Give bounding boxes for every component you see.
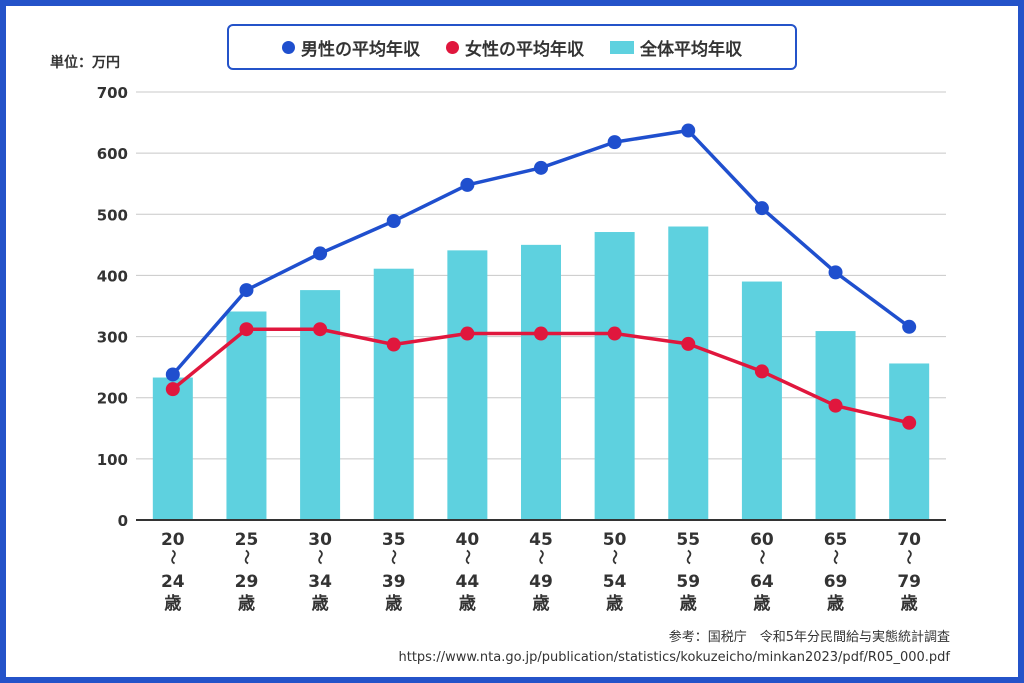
x-tick-suffix: 歳	[238, 593, 255, 614]
male-data-point	[165, 367, 180, 382]
y-tick-label: 0	[118, 512, 128, 530]
x-tick-label: 69	[824, 572, 848, 592]
x-tick-range-mark: 〜	[753, 549, 771, 564]
x-tick-range-mark: 〜	[237, 549, 255, 564]
unit-label: 単位：万円	[50, 55, 120, 71]
female-data-point	[313, 322, 328, 337]
x-tick-suffix: 歳	[164, 593, 181, 614]
male-data-point	[313, 246, 328, 261]
x-tick-range-mark: 〜	[458, 549, 476, 564]
bar	[741, 281, 782, 520]
x-tick-suffix: 歳	[606, 593, 623, 614]
x-tick-label: 59	[676, 572, 700, 592]
x-tick-suffix: 歳	[901, 593, 918, 614]
bar	[521, 244, 561, 520]
x-tick-range-mark: 〜	[606, 549, 624, 564]
x-tick-range-mark: 〜	[164, 549, 182, 564]
x-tick-label: 79	[897, 572, 921, 592]
male-data-point	[239, 283, 254, 298]
x-tick-label: 54	[603, 572, 627, 592]
legend-male-marker	[282, 40, 295, 54]
legend-item-female: 女性の平均年収	[446, 35, 584, 60]
x-tick-label: 60	[750, 530, 774, 550]
male-data-point	[386, 214, 401, 229]
y-tick-label: 300	[97, 329, 128, 347]
source-line-2: https://www.nta.go.jp/publication/statis…	[398, 650, 951, 665]
x-tick-suffix: 歳	[753, 593, 770, 614]
x-tick-label: 44	[456, 572, 480, 592]
male-data-point	[828, 265, 843, 280]
female-data-point	[534, 326, 548, 341]
legend-item-male: 男性の平均年収	[282, 35, 420, 60]
x-tick-range-mark: 〜	[827, 549, 845, 564]
bar	[815, 331, 856, 520]
female-data-point	[828, 398, 843, 413]
bar	[152, 377, 193, 520]
female-data-point	[165, 382, 180, 397]
x-tick-suffix: 歳	[533, 593, 550, 614]
x-tick-label: 24	[161, 572, 185, 592]
x-tick-label: 45	[529, 530, 553, 550]
x-tick-label: 55	[676, 530, 700, 550]
bar	[226, 311, 267, 520]
x-tick-range-mark: 〜	[311, 549, 329, 564]
x-tick-label: 34	[308, 572, 332, 592]
x-tick-label: 70	[897, 530, 921, 550]
male-data-point	[681, 123, 696, 138]
source-line-1: 参考：国税庁 令和5年分民間給与実態統計調査	[668, 630, 950, 645]
legend-female-label: 女性の平均年収	[465, 39, 584, 60]
male-data-point	[460, 177, 475, 192]
female-data-point	[607, 326, 622, 341]
x-tick-suffix: 歳	[827, 593, 844, 614]
bar	[668, 226, 709, 520]
male-data-point	[902, 319, 917, 334]
female-data-point	[239, 322, 254, 337]
y-tick-label: 200	[97, 390, 128, 408]
female-data-point	[902, 415, 917, 430]
y-tick-label: 700	[97, 84, 128, 102]
x-tick-range-mark: 〜	[532, 549, 550, 564]
x-tick-label: 30	[308, 530, 332, 550]
female-data-point	[754, 364, 769, 379]
x-tick-label: 49	[529, 572, 553, 592]
x-tick-range-mark: 〜	[900, 549, 918, 564]
legend-item-all: 全体平均年収	[610, 35, 742, 60]
x-tick-range-mark: 〜	[385, 549, 403, 564]
x-tick-label: 50	[603, 530, 627, 550]
legend-female-marker	[446, 40, 459, 54]
female-data-point	[460, 326, 475, 341]
male-data-point	[754, 201, 769, 216]
legend-male-label: 男性の平均年収	[301, 39, 420, 60]
x-tick-label: 39	[382, 572, 406, 592]
x-tick-suffix: 歳	[385, 593, 402, 614]
bar	[447, 250, 488, 521]
x-tick-label: 25	[235, 530, 259, 550]
x-tick-label: 20	[161, 530, 185, 550]
x-tick-label: 29	[235, 572, 259, 592]
y-tick-label: 400	[97, 267, 128, 285]
bar	[373, 268, 414, 520]
y-tick-label: 600	[97, 145, 128, 163]
male-data-point	[607, 135, 622, 150]
x-tick-suffix: 歳	[312, 593, 329, 614]
x-tick-range-mark: 〜	[679, 549, 697, 564]
legend-all-label: 全体平均年収	[640, 39, 742, 60]
y-tick-label: 100	[97, 451, 128, 469]
male-data-point	[534, 160, 548, 175]
x-tick-label: 64	[750, 572, 774, 592]
female-data-point	[681, 336, 696, 351]
y-tick-label: 500	[97, 206, 128, 224]
x-tick-suffix: 歳	[459, 593, 476, 614]
x-tick-label: 65	[824, 530, 848, 550]
legend-all-marker	[610, 40, 634, 54]
bar	[594, 232, 635, 520]
x-tick-label: 35	[382, 530, 406, 550]
chart-legend: 男性の平均年収 女性の平均年収 全体平均年収	[227, 24, 797, 70]
x-tick-label: 40	[456, 530, 480, 550]
source-note: 参考：国税庁 令和5年分民間給与実態統計調査 https://www.nta.g…	[399, 628, 951, 668]
female-data-point	[386, 337, 401, 352]
x-tick-suffix: 歳	[680, 593, 697, 614]
bar	[889, 363, 930, 520]
